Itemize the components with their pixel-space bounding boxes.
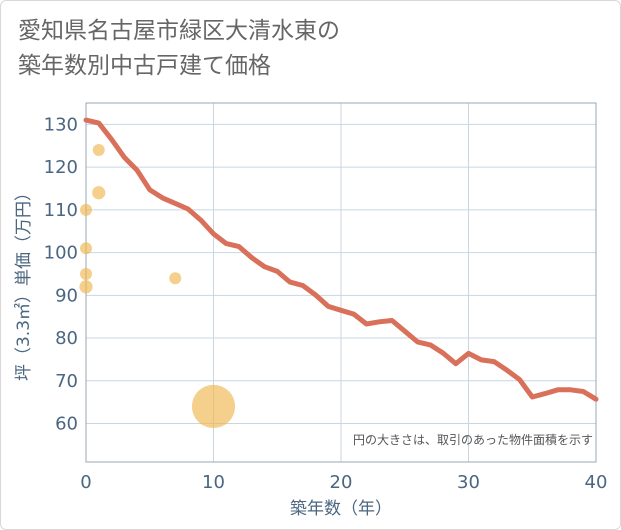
bubble-point <box>92 144 105 157</box>
y-tick-label: 80 <box>55 328 78 349</box>
chart-title: 愛知県名古屋市緑区大清水東の 築年数別中古戸建て価格 <box>18 14 340 84</box>
x-tick-label: 30 <box>457 472 480 493</box>
x-tick-label: 10 <box>202 472 225 493</box>
y-tick-label: 130 <box>44 114 78 135</box>
bubble-point <box>191 384 236 429</box>
chart-title-line-2: 築年数別中古戸建て価格 <box>18 53 271 79</box>
x-axis-label: 築年数（年） <box>290 499 392 519</box>
x-tick-label: 0 <box>80 472 91 493</box>
bubble-point <box>92 186 106 200</box>
chart-title-line-1: 愛知県名古屋市緑区大清水東の <box>18 18 340 44</box>
y-tick-label: 110 <box>44 200 78 221</box>
bubble-point <box>80 203 92 216</box>
y-tick-label: 70 <box>55 371 78 392</box>
price-trend-line <box>83 117 599 402</box>
y-tick-label: 120 <box>44 157 78 178</box>
bubble-size-note: 円の大きさは、取引のあった物件面積を示す <box>353 432 593 447</box>
y-axis-label: 坪（3.3㎡）単価（万円） <box>14 184 34 381</box>
y-tick-label: 90 <box>55 285 78 306</box>
bubble-point <box>79 280 93 294</box>
bubble-point <box>80 267 92 280</box>
x-tick-label: 40 <box>585 472 608 493</box>
bubble-point <box>169 272 182 285</box>
bubble-point <box>80 242 92 255</box>
y-tick-label: 60 <box>55 414 78 435</box>
y-tick-label: 100 <box>44 243 78 264</box>
x-tick-label: 20 <box>330 472 353 493</box>
